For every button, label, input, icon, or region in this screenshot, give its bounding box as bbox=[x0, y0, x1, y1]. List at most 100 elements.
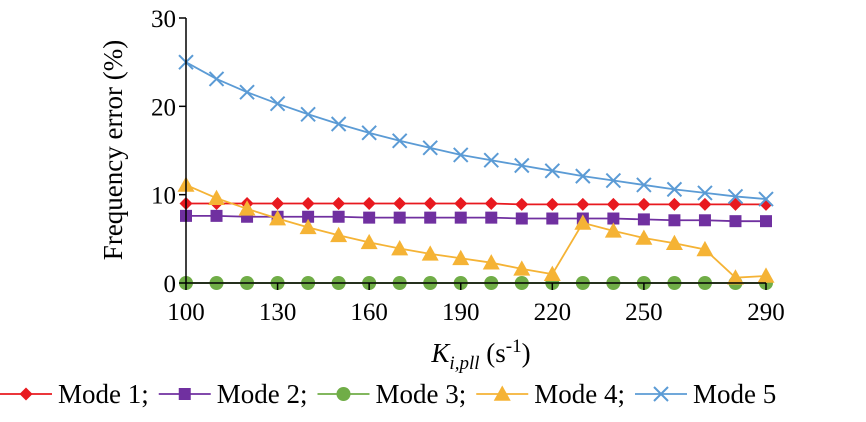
x-axis-title: Ki,pll (s-1) bbox=[430, 336, 530, 374]
data-point bbox=[606, 197, 620, 211]
x-tick-label: 250 bbox=[625, 299, 663, 326]
data-point bbox=[636, 177, 652, 193]
data-point bbox=[330, 116, 347, 132]
data-point bbox=[483, 152, 499, 168]
data-point bbox=[423, 197, 437, 210]
series-1 bbox=[179, 197, 773, 211]
data-point bbox=[238, 200, 256, 216]
x-axis-title-main: K bbox=[430, 338, 451, 368]
data-point bbox=[482, 254, 500, 270]
data-point bbox=[635, 229, 653, 245]
data-point bbox=[698, 197, 712, 211]
legend-item: Mode 5 bbox=[635, 379, 776, 409]
legend-label: Mode 2; bbox=[217, 379, 308, 409]
y-axis-title: Frequency error (%) bbox=[98, 40, 128, 260]
data-point bbox=[515, 212, 528, 225]
x-tick-label: 160 bbox=[350, 299, 388, 326]
data-point bbox=[575, 168, 591, 184]
data-point bbox=[546, 212, 559, 225]
data-point bbox=[302, 210, 315, 223]
series-line bbox=[185, 61, 767, 200]
data-point bbox=[757, 267, 775, 283]
data-point bbox=[299, 218, 317, 235]
x-tick-label: 190 bbox=[442, 299, 480, 326]
data-point bbox=[726, 269, 744, 285]
legend-marker bbox=[19, 387, 33, 401]
data-point bbox=[362, 197, 376, 210]
x-tick-label: 130 bbox=[259, 299, 297, 326]
data-point bbox=[393, 197, 407, 210]
data-point bbox=[452, 249, 470, 266]
data-point bbox=[728, 197, 742, 211]
data-point bbox=[484, 197, 498, 210]
series-2 bbox=[180, 209, 772, 228]
data-point bbox=[727, 188, 744, 205]
series-line bbox=[185, 184, 767, 279]
legend-item: Mode 4; bbox=[476, 379, 625, 409]
legend-label: Mode 3; bbox=[376, 379, 467, 409]
data-point bbox=[605, 172, 622, 189]
y-tick-label: 20 bbox=[151, 94, 176, 121]
data-point bbox=[422, 140, 438, 156]
legend-item: Mode 1; bbox=[0, 379, 149, 409]
data-point bbox=[208, 71, 225, 87]
x-tick-label: 290 bbox=[747, 299, 785, 326]
data-point bbox=[360, 233, 378, 250]
data-point bbox=[544, 163, 561, 179]
data-point bbox=[576, 197, 590, 211]
data-point bbox=[361, 125, 377, 141]
data-point bbox=[637, 213, 650, 226]
data-point bbox=[760, 215, 772, 228]
legend-label: Mode 4; bbox=[534, 379, 625, 409]
x-tick-label: 220 bbox=[534, 299, 572, 326]
data-point bbox=[454, 197, 468, 210]
data-point bbox=[330, 226, 348, 243]
x-axis-title-subscript: i,pll bbox=[449, 353, 479, 374]
data-point bbox=[665, 234, 683, 251]
data-point bbox=[666, 181, 683, 198]
data-point bbox=[391, 133, 408, 149]
data-point bbox=[607, 212, 620, 225]
y-tick-label: 10 bbox=[151, 183, 176, 210]
data-point bbox=[239, 84, 255, 100]
data-point bbox=[545, 197, 559, 211]
data-point bbox=[758, 191, 774, 207]
series-5 bbox=[178, 54, 774, 207]
data-point bbox=[421, 245, 439, 261]
data-point bbox=[332, 197, 346, 210]
x-axis-title-superscript: -1 bbox=[506, 336, 522, 357]
data-point bbox=[332, 210, 345, 223]
data-point bbox=[485, 211, 498, 224]
data-point bbox=[513, 260, 531, 276]
data-point bbox=[574, 214, 592, 230]
x-tick-label: 100 bbox=[167, 299, 205, 326]
data-point bbox=[300, 106, 316, 122]
data-point bbox=[668, 214, 681, 227]
data-point bbox=[515, 197, 529, 211]
data-point bbox=[391, 240, 409, 256]
legend-label: Mode 5 bbox=[693, 379, 776, 409]
legend-marker bbox=[653, 386, 669, 402]
series-4 bbox=[177, 176, 775, 285]
data-point bbox=[696, 240, 714, 257]
data-point bbox=[729, 215, 742, 228]
data-point bbox=[697, 185, 713, 201]
data-point bbox=[208, 189, 226, 205]
data-point bbox=[453, 147, 469, 163]
legend-item: Mode 2; bbox=[158, 379, 308, 409]
legend-label: Mode 1; bbox=[58, 379, 149, 409]
data-point bbox=[269, 210, 287, 226]
data-point bbox=[698, 214, 711, 227]
data-point bbox=[269, 95, 286, 112]
data-point bbox=[514, 157, 530, 174]
legend-item: Mode 3; bbox=[317, 379, 467, 409]
y-tick-label: 0 bbox=[164, 271, 177, 298]
x-axis-title-unit: (s bbox=[480, 338, 506, 368]
legend-marker bbox=[493, 385, 511, 401]
data-point bbox=[543, 265, 561, 281]
legend: Mode 1; Mode 2; Mode 3; Mode 4; Mode 5 bbox=[0, 379, 776, 409]
data-point bbox=[301, 197, 315, 210]
data-point bbox=[604, 222, 622, 238]
data-point bbox=[210, 209, 223, 222]
x-axis-title-unit-close: ) bbox=[522, 338, 531, 368]
